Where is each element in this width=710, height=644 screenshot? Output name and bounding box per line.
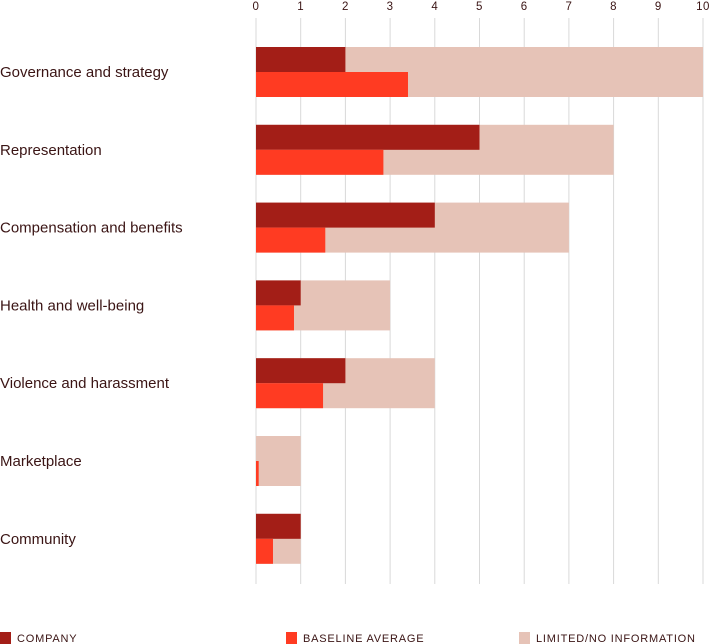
legend-swatch-0	[0, 632, 11, 644]
tick-label-4: 4	[431, 1, 438, 13]
tick-label-3: 3	[387, 1, 394, 13]
tick-label-10: 10	[696, 1, 710, 13]
x-axis-ticks: 0 1 2 3 4 5 6 7 8 9 10	[253, 1, 710, 13]
tick-label-5: 5	[476, 1, 483, 13]
tick-label-1: 1	[297, 1, 304, 13]
bar-company-community	[256, 513, 301, 539]
bar-baseline-violence-and-harassment	[256, 383, 324, 409]
bar-company-governance-and-strategy	[256, 47, 346, 72]
tick-label-9: 9	[655, 1, 662, 13]
bar-baseline-health-and-well-being	[256, 305, 294, 331]
bar-baseline-governance-and-strategy	[256, 72, 408, 97]
tick-label-7: 7	[565, 1, 572, 13]
tick-label-0: 0	[253, 1, 260, 13]
tick-label-6: 6	[521, 1, 528, 13]
legend-label-0: COMPANY	[17, 633, 77, 644]
category-label-representation: Representation	[0, 142, 102, 159]
category-label-community: Community	[0, 531, 76, 548]
category-label-marketplace: Marketplace	[0, 453, 82, 470]
legend-label-2: LIMITED/NO INFORMATION	[536, 633, 696, 644]
tick-label-2: 2	[342, 1, 349, 13]
legend-label-1: BASELINE AVERAGE	[303, 633, 424, 644]
tick-label-8: 8	[610, 1, 617, 13]
bar-company-health-and-well-being	[256, 280, 301, 306]
category-label-violence-and-harassment: Violence and harassment	[0, 375, 170, 392]
bar-limited-marketplace	[256, 436, 301, 486]
category-labels: Governance and strategy Representation Com…	[0, 64, 183, 548]
legend: COMPANY BASELINE AVERAGE LIMITED/NO INFORM…	[0, 632, 696, 644]
category-label-health-and-well-being: Health and well-being	[0, 297, 144, 314]
bar-baseline-community	[256, 538, 273, 564]
category-label-compensation-and-benefits: Compensation and benefits	[0, 220, 183, 237]
bars	[256, 47, 703, 564]
bar-baseline-marketplace	[256, 461, 259, 486]
category-label-governance-and-strategy: Governance and strategy	[0, 64, 169, 81]
legend-swatch-1	[286, 632, 297, 644]
bar-company-compensation-and-benefits	[256, 202, 435, 228]
bar-baseline-compensation-and-benefits	[256, 227, 326, 253]
bar-baseline-representation	[256, 149, 384, 175]
bar-company-representation	[256, 124, 480, 150]
legend-swatch-2	[519, 632, 530, 644]
bar-company-violence-and-harassment	[256, 358, 346, 384]
grid-lines	[255, 18, 704, 584]
